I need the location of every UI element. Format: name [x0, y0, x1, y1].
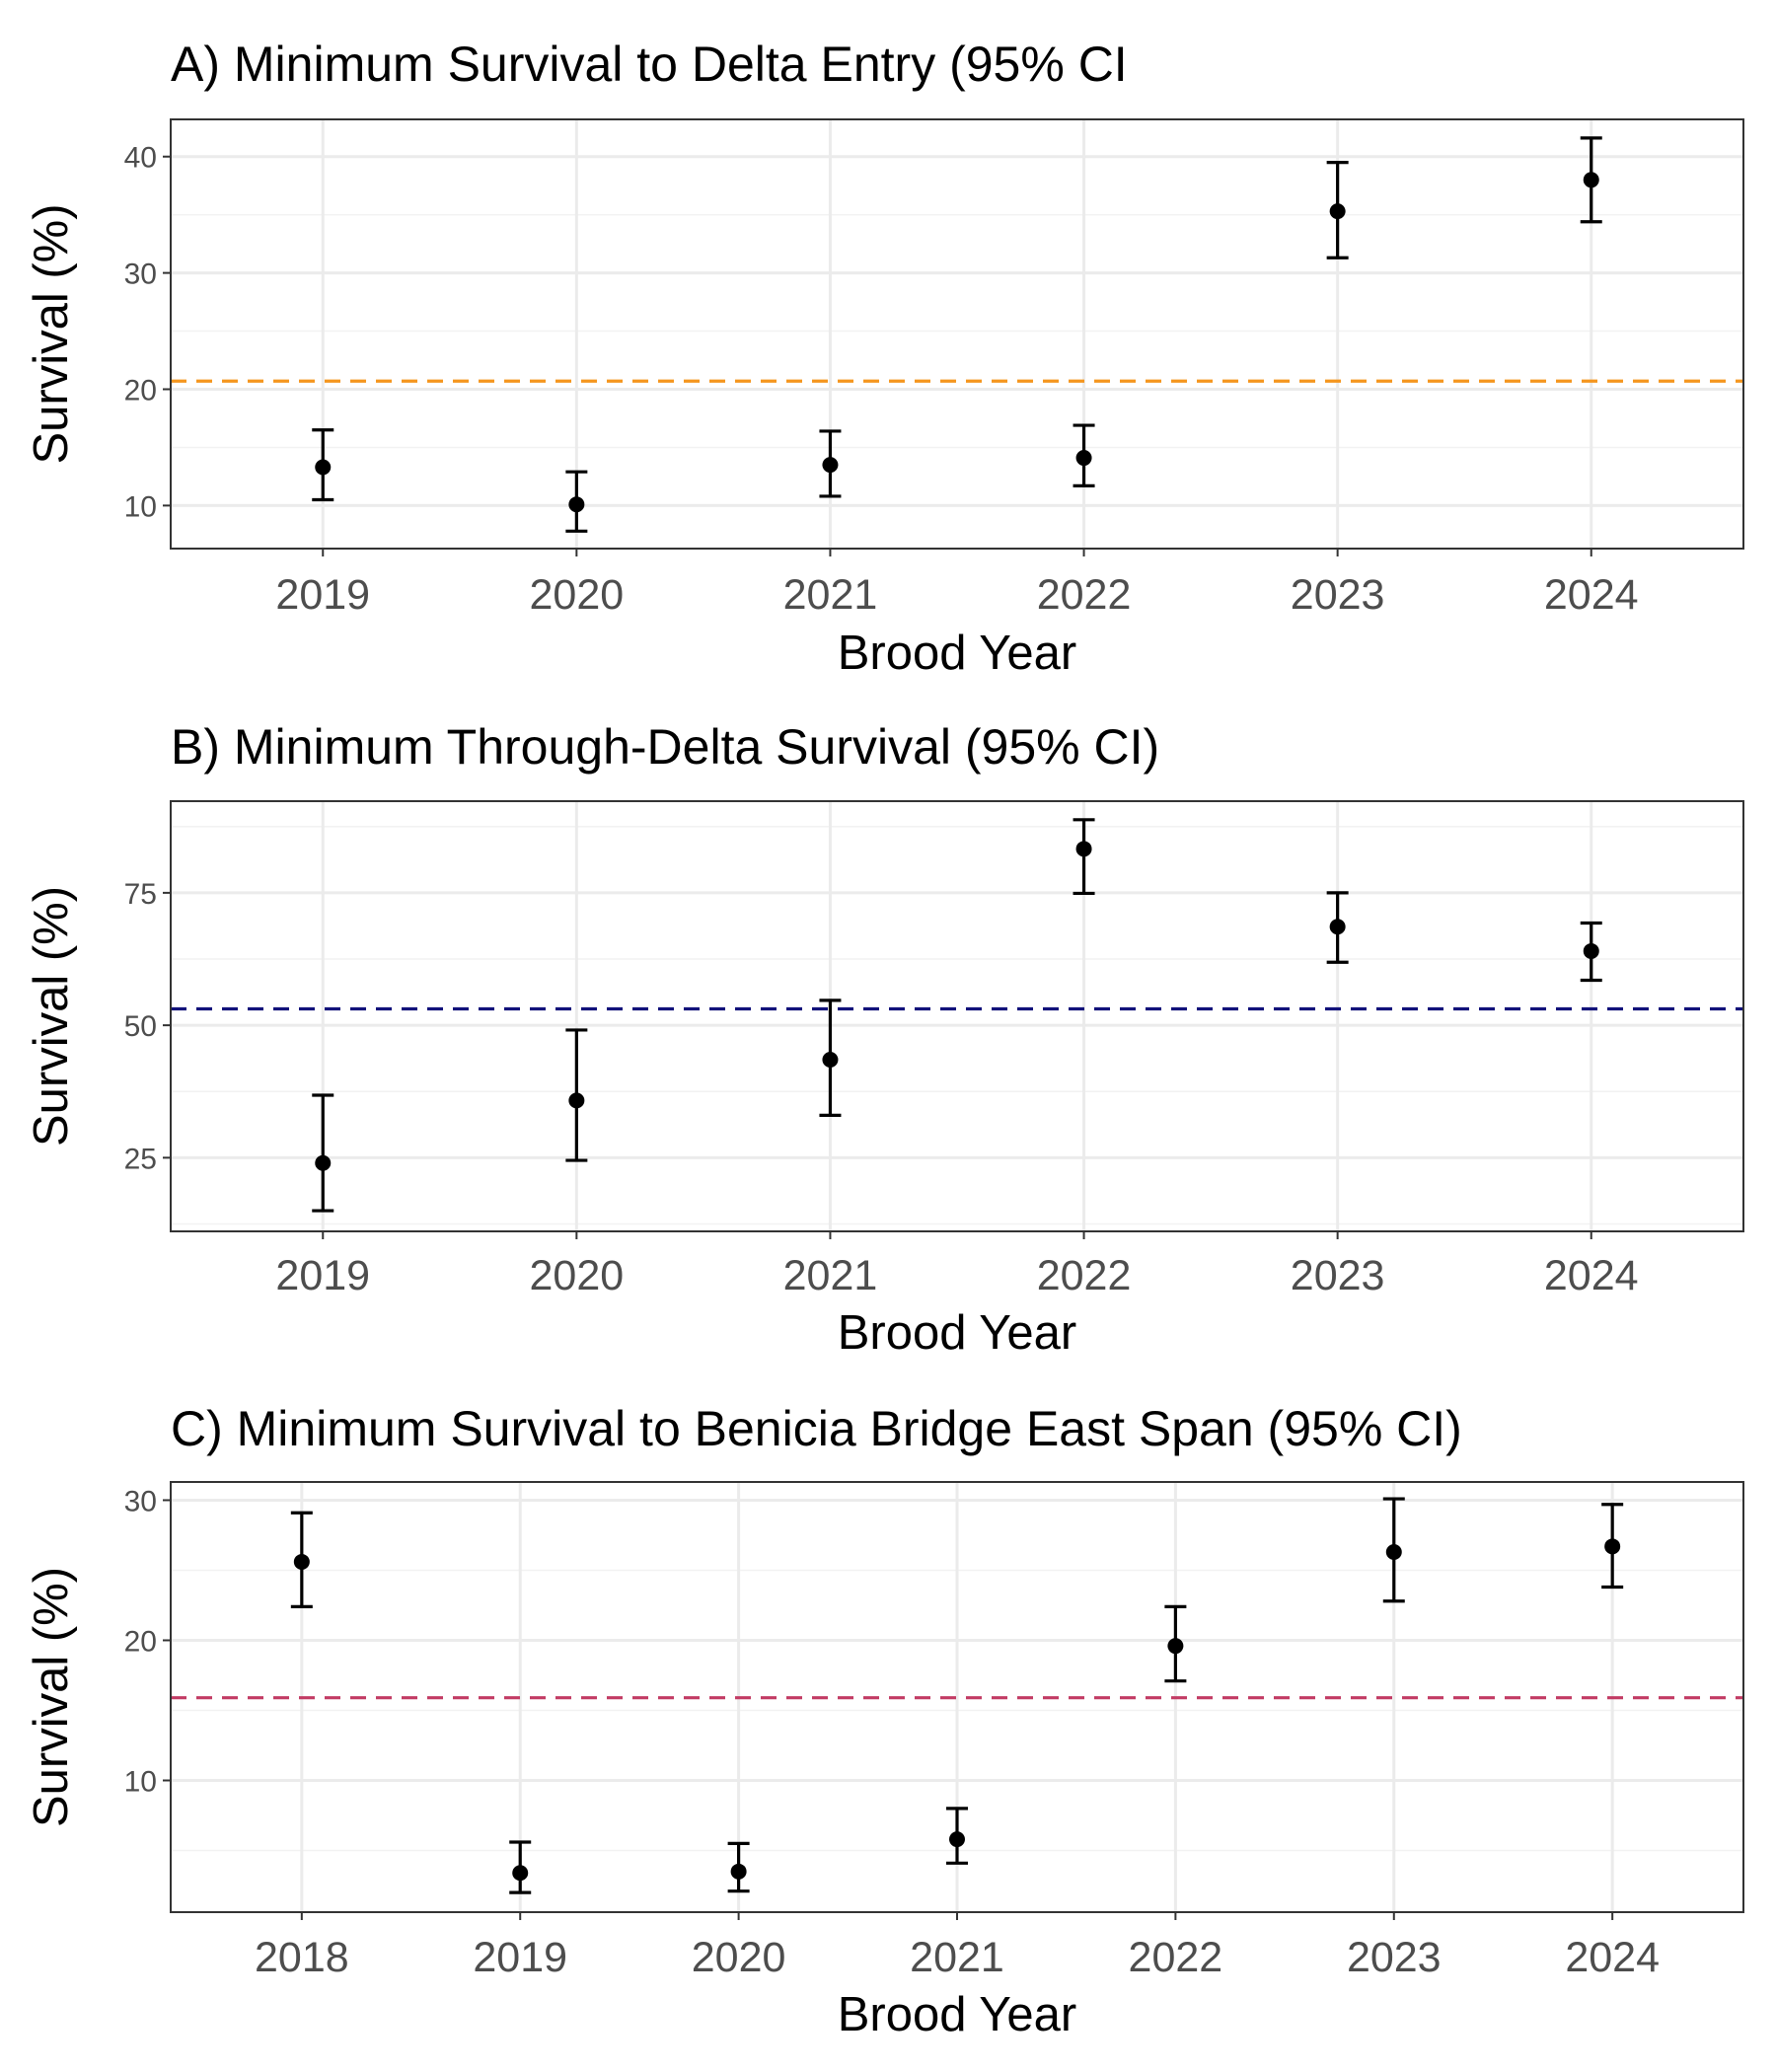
data-point-2018 — [293, 1553, 310, 1570]
data-point-2023 — [1385, 1544, 1402, 1561]
x-tick-label: 2019 — [275, 571, 370, 619]
y-tick-label: 40 — [124, 142, 157, 175]
data-point-2022 — [1075, 450, 1092, 467]
data-point-2020 — [568, 496, 585, 513]
panel-title: B) Minimum Through-Delta Survival (95% C… — [171, 719, 1159, 775]
x-tick-label: 2022 — [1037, 571, 1132, 619]
x-tick-label: 2020 — [530, 1252, 625, 1299]
x-tick-label: 2023 — [1291, 571, 1385, 619]
x-tick-label: 2024 — [1544, 1252, 1639, 1299]
y-tick-label: 75 — [124, 878, 157, 911]
x-tick-label: 2021 — [910, 1934, 1004, 1981]
y-tick-label: 20 — [124, 1625, 157, 1658]
y-axis-title: Survival (%) — [25, 1567, 78, 1827]
panel-title: A) Minimum Survival to Delta Entry (95% … — [171, 37, 1128, 92]
data-point-2024 — [1583, 172, 1599, 188]
data-point-2023 — [1329, 919, 1346, 935]
y-tick-label: 30 — [124, 259, 157, 291]
data-point-2020 — [730, 1863, 747, 1880]
x-tick-label: 2024 — [1544, 571, 1639, 619]
panel-c: 10 20 30 2018 2019 2020 2021 2022 2023 2024 C) Min… — [25, 1401, 1744, 2041]
panel-b: 25 50 75 2019 2020 2021 2022 2023 2024 B) Minimum… — [25, 719, 1744, 1360]
x-tick-label: 2023 — [1347, 1934, 1442, 1981]
x-tick-label: 2023 — [1291, 1252, 1385, 1299]
x-tick-label: 2020 — [692, 1934, 786, 1981]
x-axis-title: Brood Year — [838, 1988, 1077, 2041]
x-tick-label: 2018 — [255, 1934, 349, 1981]
x-tick-label: 2021 — [783, 1252, 878, 1299]
panel-title: C) Minimum Survival to Benicia Bridge Ea… — [171, 1401, 1462, 1456]
x-tick-label: 2019 — [275, 1252, 370, 1299]
panel-border — [170, 118, 1744, 550]
error-bar-2019 — [312, 1093, 334, 1213]
data-point-2022 — [1075, 841, 1092, 857]
panel-border — [170, 800, 1744, 1232]
x-tick-label: 2024 — [1565, 1934, 1660, 1981]
y-axis-title: Survival (%) — [25, 203, 78, 464]
data-point-2019 — [315, 1154, 332, 1171]
x-axis-title: Brood Year — [838, 1306, 1077, 1360]
x-tick-label: 2020 — [530, 571, 625, 619]
y-axis-title: Survival (%) — [25, 886, 78, 1147]
x-axis-title: Brood Year — [838, 627, 1077, 680]
y-tick-label: 20 — [124, 374, 157, 407]
panel-background — [171, 119, 1743, 549]
x-tick-label: 2019 — [473, 1934, 567, 1981]
data-point-2023 — [1329, 203, 1346, 220]
x-tick-label: 2021 — [783, 571, 878, 619]
data-point-2022 — [1167, 1638, 1184, 1655]
data-point-2021 — [822, 457, 839, 474]
data-point-2019 — [315, 459, 332, 476]
y-tick-label: 10 — [124, 490, 157, 523]
data-point-2024 — [1604, 1538, 1621, 1555]
x-tick-label: 2022 — [1129, 1934, 1223, 1981]
y-tick-label: 25 — [124, 1143, 157, 1175]
data-point-2019 — [512, 1865, 529, 1882]
data-point-2020 — [568, 1092, 585, 1109]
panel-a: 10 20 30 40 2019 2020 2021 2022 2023 2024 A) Minim… — [25, 37, 1744, 680]
y-tick-label: 30 — [124, 1485, 157, 1517]
x-tick-label: 2022 — [1037, 1252, 1132, 1299]
data-point-2021 — [822, 1052, 839, 1069]
data-point-2021 — [949, 1831, 965, 1848]
y-tick-label: 50 — [124, 1010, 157, 1043]
y-tick-label: 10 — [124, 1766, 157, 1799]
data-point-2024 — [1583, 942, 1599, 959]
panel-background — [171, 801, 1743, 1231]
